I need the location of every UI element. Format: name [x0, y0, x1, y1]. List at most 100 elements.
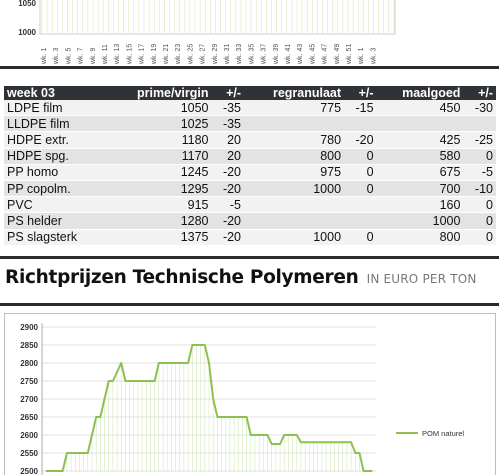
- data-point: [145, 380, 147, 382]
- cell-product: PP copolm.: [4, 180, 107, 198]
- cell-regranulaat: 800: [244, 148, 345, 165]
- top-x-tick-label: wk. 9: [90, 48, 97, 65]
- cell-maalgoed: 425: [376, 131, 464, 149]
- table-row: PS helder 1280 -20 1000 0: [4, 212, 496, 230]
- data-point: [116, 371, 118, 373]
- data-point: [212, 398, 214, 400]
- data-point: [358, 452, 361, 454]
- header-maalgoed: maalgoed: [376, 86, 464, 100]
- top-x-tick-label: wk. 3: [53, 48, 60, 65]
- data-point: [312, 441, 315, 443]
- cell-regranulaat-change: -20: [344, 131, 377, 149]
- y-tick-label: 2700: [20, 395, 38, 404]
- table-row: LDPE film 1050 -35 775 -15 450 -30: [4, 100, 496, 117]
- data-point: [183, 362, 185, 364]
- table-row: LLDPE film 1025 -35: [4, 115, 496, 133]
- data-point: [250, 434, 252, 436]
- y-tick-label: 2650: [20, 413, 38, 422]
- section-title: Richtprijzen Technische Polymeren: [5, 267, 359, 288]
- cell-regranulaat: [244, 115, 345, 133]
- cell-prime-change: -20: [211, 212, 245, 230]
- data-point: [262, 434, 264, 436]
- data-point: [246, 416, 248, 418]
- data-point: [254, 434, 256, 436]
- data-point: [174, 362, 177, 364]
- data-point: [149, 380, 152, 382]
- data-point: [137, 380, 139, 382]
- cell-maalgoed-change: -10: [463, 180, 496, 198]
- data-point: [279, 443, 281, 445]
- data-point: [166, 362, 168, 364]
- table-row: PS slagsterk 1375 -20 1000 0 800 0: [4, 229, 496, 246]
- data-point: [271, 443, 273, 445]
- cell-prime-change: -20: [211, 180, 245, 198]
- section-heading: Richtprijzen Technische Polymeren IN EUR…: [5, 267, 477, 288]
- cell-prime-change: -5: [211, 196, 245, 214]
- top-x-tick-label: wk. 37: [261, 44, 268, 65]
- cell-product: LLDPE film: [4, 115, 107, 133]
- cell-prime-virgin: 1375: [106, 229, 212, 246]
- cell-prime-virgin: 1050: [106, 100, 212, 117]
- cell-prime-change: -20: [211, 164, 245, 181]
- cell-maalgoed: 700: [376, 180, 464, 198]
- data-point: [195, 344, 198, 346]
- legend-label: POM naturel: [422, 429, 464, 438]
- data-point: [191, 344, 193, 346]
- header-prime-change: +/-: [211, 86, 245, 100]
- data-point: [124, 380, 127, 382]
- cell-maalgoed-change: 0: [463, 212, 496, 230]
- top-chart: 1050 1000 wk. 1 wk. 3 wk. 5 wk. 7 wk. 9 wk. 11 w…: [18, 0, 396, 65]
- cell-regranulaat-change: 0: [344, 148, 377, 165]
- y-tick-label: 2550: [20, 449, 38, 458]
- data-point: [91, 434, 93, 436]
- data-point: [342, 441, 344, 443]
- cell-product: PP homo: [4, 164, 107, 181]
- data-point: [266, 434, 269, 436]
- top-x-tick-label: wk. 49: [334, 44, 341, 65]
- top-x-tick-label: wk. 1: [358, 48, 365, 65]
- data-point: [350, 441, 352, 443]
- data-point: [187, 362, 189, 364]
- data-point: [87, 452, 89, 454]
- table-row: PP copolm. 1295 -20 1000 0 700 -10: [4, 180, 496, 198]
- cell-prime-virgin: 1280: [106, 212, 212, 230]
- top-x-tick-label: wk. 47: [322, 44, 329, 65]
- data-point: [287, 434, 290, 436]
- cell-regranulaat-change: [344, 196, 377, 214]
- data-point: [103, 398, 106, 400]
- header-maalgoed-change: +/-: [463, 86, 496, 100]
- cell-maalgoed: 580: [376, 148, 464, 165]
- cell-maalgoed: [376, 115, 464, 133]
- data-point: [99, 416, 101, 418]
- data-point: [321, 441, 323, 443]
- top-x-tick-label: wk. 19: [151, 44, 158, 65]
- chart-border: [4, 313, 496, 475]
- cell-prime-virgin: 1245: [106, 164, 212, 181]
- data-point: [62, 470, 64, 472]
- data-point: [204, 344, 206, 346]
- data-point: [78, 452, 81, 454]
- top-x-tick-label: wk. 5: [65, 48, 72, 65]
- top-y-tick: 1000: [18, 28, 36, 37]
- data-point: [291, 434, 294, 436]
- cell-maalgoed-change: [463, 115, 496, 133]
- top-x-tick-label: wk. 3: [370, 48, 377, 65]
- cell-prime-change: -20: [211, 229, 245, 246]
- data-point: [108, 380, 110, 382]
- section-subtitle: IN EURO PER TON: [366, 272, 477, 286]
- top-x-tick-label: wk. 33: [236, 44, 243, 65]
- data-point: [120, 362, 122, 364]
- data-point: [363, 470, 365, 472]
- data-point: [162, 362, 164, 364]
- pom-price-chart: 2900 2850 2800 2750 2700 2650 2600 2550 2500 POM …: [4, 313, 496, 475]
- cell-prime-virgin: 915: [106, 196, 212, 214]
- top-x-tick-label: wk. 17: [139, 44, 146, 65]
- table-header-row: week 03 prime/virgin +/- regranulaat +/-…: [4, 86, 496, 100]
- data-point: [333, 441, 335, 443]
- data-point: [179, 362, 181, 364]
- top-x-tick-label: wk. 23: [175, 44, 182, 65]
- top-plot-area: [39, 0, 396, 35]
- top-x-tick-label: wk. 35: [248, 44, 255, 65]
- top-x-tick-label: wk. 21: [163, 44, 170, 65]
- y-tick-label: 2900: [20, 323, 38, 332]
